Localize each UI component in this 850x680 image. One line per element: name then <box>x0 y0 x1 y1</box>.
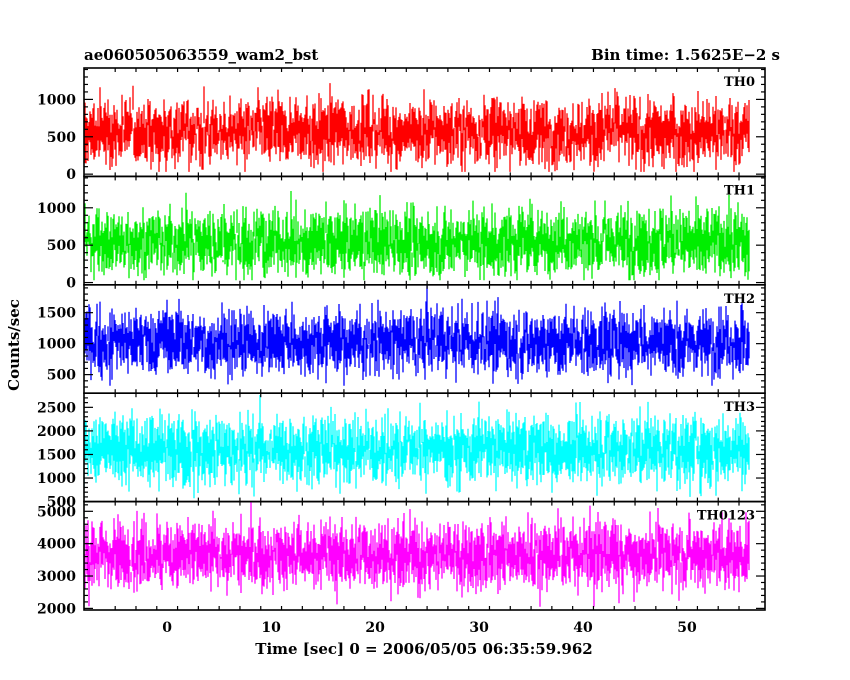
panel-th0123: 2000 3000 4000 5000 TH0123 <box>37 500 766 617</box>
chart-title: ae060505063559_wam2_bst <box>84 46 318 64</box>
panel-frame <box>83 500 766 611</box>
y-tick-label: 1000 <box>37 201 76 217</box>
y-tick-label: 2000 <box>37 424 76 440</box>
chart-subtitle: Bin time: 1.5625E−2 s <box>591 46 780 64</box>
y-tick-label: 3000 <box>37 569 76 585</box>
panel-th1: 0 500 1000 TH1 <box>37 175 766 292</box>
panels-group: 0 500 1000 TH0 0 500 1000 TH1 500 1000 1500 TH2 500 1… <box>37 67 766 617</box>
y-tick-label: 5000 <box>37 504 76 520</box>
x-axis: 0 10 20 30 40 50 <box>162 620 697 636</box>
y-axis-label: Counts/sec <box>5 299 23 391</box>
x-tick-label: 0 <box>162 620 172 636</box>
y-tick-label: 1000 <box>37 92 76 108</box>
y-tick-label: 1500 <box>37 447 76 463</box>
y-tick-label: 2500 <box>37 400 76 416</box>
y-tick-label: 1000 <box>37 471 76 487</box>
series-th3 <box>84 395 750 499</box>
y-tick-label: 500 <box>47 368 76 384</box>
x-axis-label: Time [sec] 0 = 2006/05/05 06:35:59.962 <box>255 640 592 658</box>
y-tick-label: 500 <box>47 238 76 254</box>
x-tick-label: 20 <box>365 620 385 636</box>
panel-label-th0: TH0 <box>724 75 755 90</box>
y-tick-label: 500 <box>47 495 76 511</box>
y-tick-label: 4000 <box>37 537 76 553</box>
series-th2 <box>84 285 750 386</box>
panel-label-th2: TH2 <box>724 292 755 307</box>
x-tick-label: 40 <box>573 620 593 636</box>
panel-th0: 0 500 1000 TH0 <box>37 67 766 183</box>
y-tick-label: 1000 <box>37 337 76 353</box>
y-tick-label: 0 <box>66 167 76 183</box>
panel-th2: 500 1000 1500 TH2 <box>37 283 766 394</box>
y-tick-label: 0 <box>66 276 76 292</box>
panel-label-th0123: TH0123 <box>697 509 755 524</box>
series-th1 <box>84 191 750 281</box>
panel-label-th3: TH3 <box>724 400 755 415</box>
panel-th3: 500 1000 1500 2000 2500 TH3 <box>37 392 766 511</box>
x-tick-label: 50 <box>677 620 697 636</box>
x-tick-label: 30 <box>469 620 489 636</box>
y-tick-label: 2000 <box>37 601 76 617</box>
y-tick-label: 1500 <box>37 306 76 322</box>
x-tick-label: 10 <box>261 620 281 636</box>
panel-label-th1: TH1 <box>724 183 755 198</box>
series-th0123 <box>84 501 750 607</box>
series-th0 <box>84 83 750 172</box>
y-tick-label: 500 <box>47 130 76 146</box>
